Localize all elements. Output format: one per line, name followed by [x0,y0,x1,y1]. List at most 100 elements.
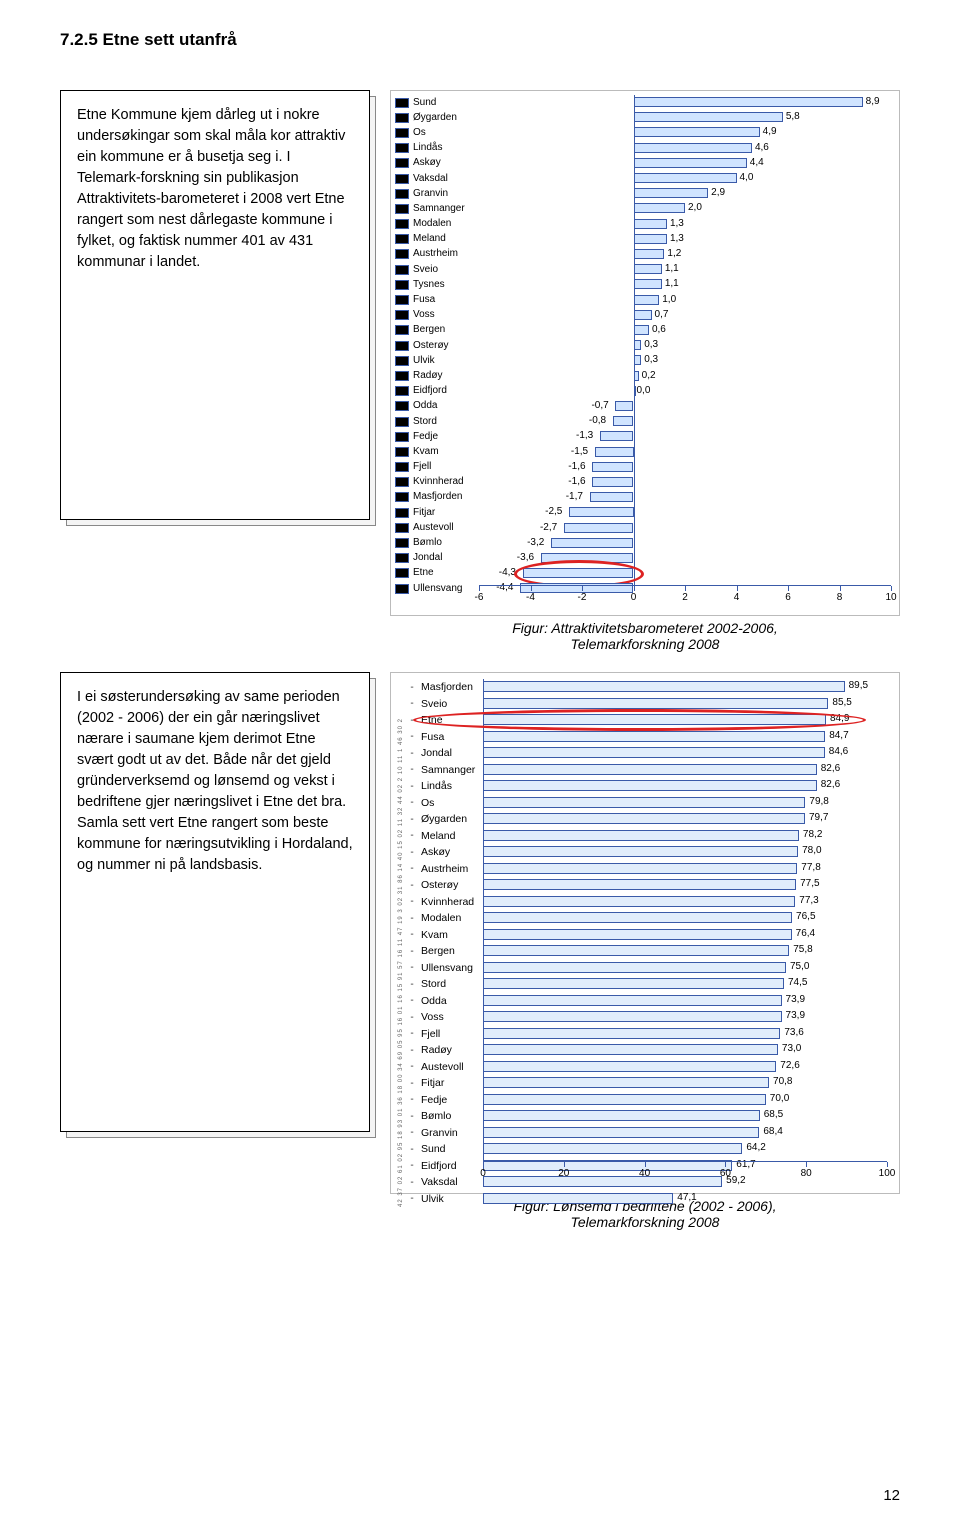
chart2-value: 73,6 [784,1028,803,1038]
chart1-label: Austevoll [413,523,454,533]
chart1-value: 5,8 [786,112,800,122]
chart1-label: Odda [413,401,437,411]
chart1-bar [590,492,634,502]
dash-icon: - [407,698,417,709]
chart2-bar [483,962,786,973]
dash-icon: - [407,1028,417,1039]
legend-square-icon [395,538,409,548]
chart1-value: -1,6 [568,462,585,472]
dash-icon: - [407,715,417,726]
chart1-value: 0,0 [637,386,651,396]
legend-square-icon [395,477,409,487]
chart1-value: -4,3 [499,568,516,578]
legend-square-icon [395,234,409,244]
chart2-row: -Fedje [407,1092,489,1109]
chart1-bar [634,355,642,365]
chart1-tick-label: 6 [785,592,791,603]
legend-square-icon [395,492,409,502]
chart1-value: 4,0 [740,173,754,183]
chart2-row: -Sund [407,1141,489,1158]
legend-square-icon [395,462,409,472]
chart1-row: Fjell [395,460,475,475]
chart2-label: Austevoll [421,1062,464,1073]
chart1-row: Samnanger [395,201,475,216]
chart1-bar [595,447,634,457]
chart1-bar [615,401,633,411]
dash-icon: - [407,880,417,891]
chart1-bar [634,173,737,183]
legend-square-icon [395,113,409,123]
chart1-label: Eidfjord [413,386,447,396]
legend-square-icon [395,371,409,381]
legend-square-icon [395,447,409,457]
chart1-label: Radøy [413,371,442,381]
chart2-value: 73,9 [786,995,805,1005]
legend-square-icon [395,341,409,351]
legend-square-icon [395,325,409,335]
chart2-tick-label: 100 [879,1168,896,1179]
chart2-label: Vaksdal [421,1177,458,1188]
dash-icon: - [407,1193,417,1204]
chart1-bar [634,203,686,213]
chart1-row: Sund [395,95,475,110]
chart1-row: Jondal [395,551,475,566]
chart2-label: Askøy [421,847,450,858]
chart2-tick-label: 80 [801,1168,812,1179]
chart1-row: Fitjar [395,505,475,520]
chart2-label: Lindås [421,781,452,792]
chart2-value: 89,5 [849,681,868,691]
chart1-bar [634,386,636,396]
chart1-value: 1,3 [670,219,684,229]
chart2-row: -Odda [407,993,489,1010]
chart2-bar [483,797,805,808]
dash-icon: - [407,1094,417,1105]
chart1-bar [634,143,752,153]
dash-icon: - [407,1127,417,1138]
chart2-value: 47,1 [677,1193,696,1203]
chart1-row: Osterøy [395,338,475,353]
chart2-bar [483,896,795,907]
chart2-row: -Bergen [407,943,489,960]
chart-1-col: SundØygardenOsLindåsAskøyVaksdalGranvinS… [390,90,900,652]
chart2-row: -Austevoll [407,1059,489,1076]
chart1-label: Askøy [413,158,441,168]
legend-square-icon [395,523,409,533]
chart2-label: Fitjar [421,1078,444,1089]
legend-square-icon [395,417,409,427]
chart2-value: 79,7 [809,813,828,823]
chart2-row: -Ulvik [407,1191,489,1208]
chart2-bar [483,1110,760,1121]
chart1-bar [551,538,633,548]
chart1-row: Kvinnherad [395,475,475,490]
chart1-value: 1,1 [665,279,679,289]
chart2-bar [483,995,782,1006]
chart-2-col: 42 37 02 61 02 95 18 93 01 36 18 00 34 6… [390,672,900,1230]
chart2-value: 76,4 [796,929,815,939]
chart1-value: -3,6 [517,553,534,563]
chart1-row: Ullensvang [395,581,475,596]
dash-icon: - [407,764,417,775]
chart1-row: Kvam [395,444,475,459]
chart1-row: Meland [395,232,475,247]
chart1-label: Fusa [413,295,435,305]
chart2-label: Ullensvang [421,963,473,974]
chart2-label: Samnanger [421,765,475,776]
chart2-value: 73,9 [786,1011,805,1021]
chart1-label: Modalen [413,219,451,229]
chart2-row: -Os [407,795,489,812]
dash-icon: - [407,1177,417,1188]
chart1-label: Samnanger [413,204,465,214]
chart2-label: Meland [421,831,455,842]
legend-square-icon [395,401,409,411]
chart2-value: 68,5 [764,1110,783,1120]
chart1-bar [541,553,634,563]
legend-square-icon [395,249,409,259]
chart2-row: -Samnanger [407,762,489,779]
chart-2-caption-b: Telemarkforskning 2008 [571,1214,720,1230]
chart2-row: -Øygarden [407,811,489,828]
chart2-bar [483,1143,742,1154]
chart1-bar [634,234,667,244]
chart1-bar [600,431,633,441]
chart1-bar [634,279,662,289]
chart2-label: Radøy [421,1045,452,1056]
